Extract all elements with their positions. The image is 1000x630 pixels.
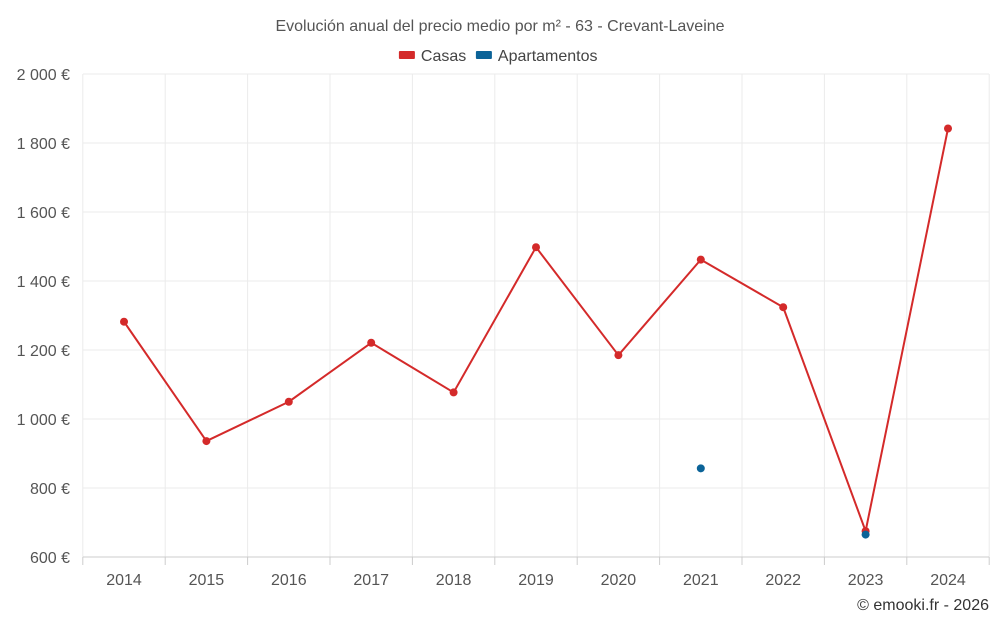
y-tick-label: 600 € bbox=[30, 550, 70, 567]
data-point-casas bbox=[449, 388, 458, 397]
data-point-casas bbox=[284, 397, 293, 406]
data-point-casas bbox=[532, 243, 540, 252]
data-point-casas bbox=[614, 351, 623, 360]
axes: 600 € 800 € 1 000 € 1 200 € 1 400 € 1 600 € 1 … bbox=[17, 67, 990, 589]
x-tick-label: 2014 bbox=[106, 572, 142, 589]
x-tick-label: 2016 bbox=[271, 572, 307, 589]
y-tick-label: 1 000 € bbox=[17, 412, 70, 429]
y-tick-label: 1 600 € bbox=[17, 205, 70, 222]
data-point-casas bbox=[696, 255, 705, 264]
data-point-casas bbox=[779, 303, 788, 312]
data-point-casas bbox=[120, 317, 128, 326]
legend-label-casas: Casas bbox=[421, 48, 466, 65]
legend-label-apartamentos: Apartamentos bbox=[498, 48, 598, 65]
data-point-casas bbox=[202, 437, 211, 446]
chart-title: Evolución anual del precio medio por m² … bbox=[275, 18, 724, 35]
x-tick-label: 2018 bbox=[436, 572, 472, 589]
y-tick-label: 1 800 € bbox=[17, 136, 70, 153]
x-tick-label: 2020 bbox=[601, 572, 637, 589]
legend-swatch-casas bbox=[398, 51, 415, 59]
data-point-casas bbox=[367, 338, 376, 347]
data-point-casas bbox=[944, 124, 952, 133]
series bbox=[120, 124, 952, 539]
legend-swatch-apartamentos bbox=[475, 51, 492, 59]
x-tick-label: 2021 bbox=[683, 572, 719, 589]
x-tick-label: 2024 bbox=[930, 572, 966, 589]
copyright-text: © emooki.fr - 2026 bbox=[857, 597, 989, 614]
x-tick-label: 2022 bbox=[765, 572, 801, 589]
y-tick-label: 800 € bbox=[30, 481, 70, 498]
x-tick-label: 2017 bbox=[353, 572, 389, 589]
y-tick-label: 1 200 € bbox=[17, 343, 70, 360]
legend: Casas Apartamentos bbox=[398, 48, 598, 65]
data-point-apartamentos bbox=[696, 464, 705, 473]
grid bbox=[82, 73, 990, 557]
x-tick-label: 2015 bbox=[189, 572, 225, 589]
data-point-apartamentos bbox=[861, 530, 870, 539]
x-tick-label: 2023 bbox=[848, 572, 884, 589]
y-tick-label: 2 000 € bbox=[17, 67, 70, 84]
x-tick-label: 2019 bbox=[518, 572, 554, 589]
y-tick-label: 1 400 € bbox=[17, 274, 70, 291]
